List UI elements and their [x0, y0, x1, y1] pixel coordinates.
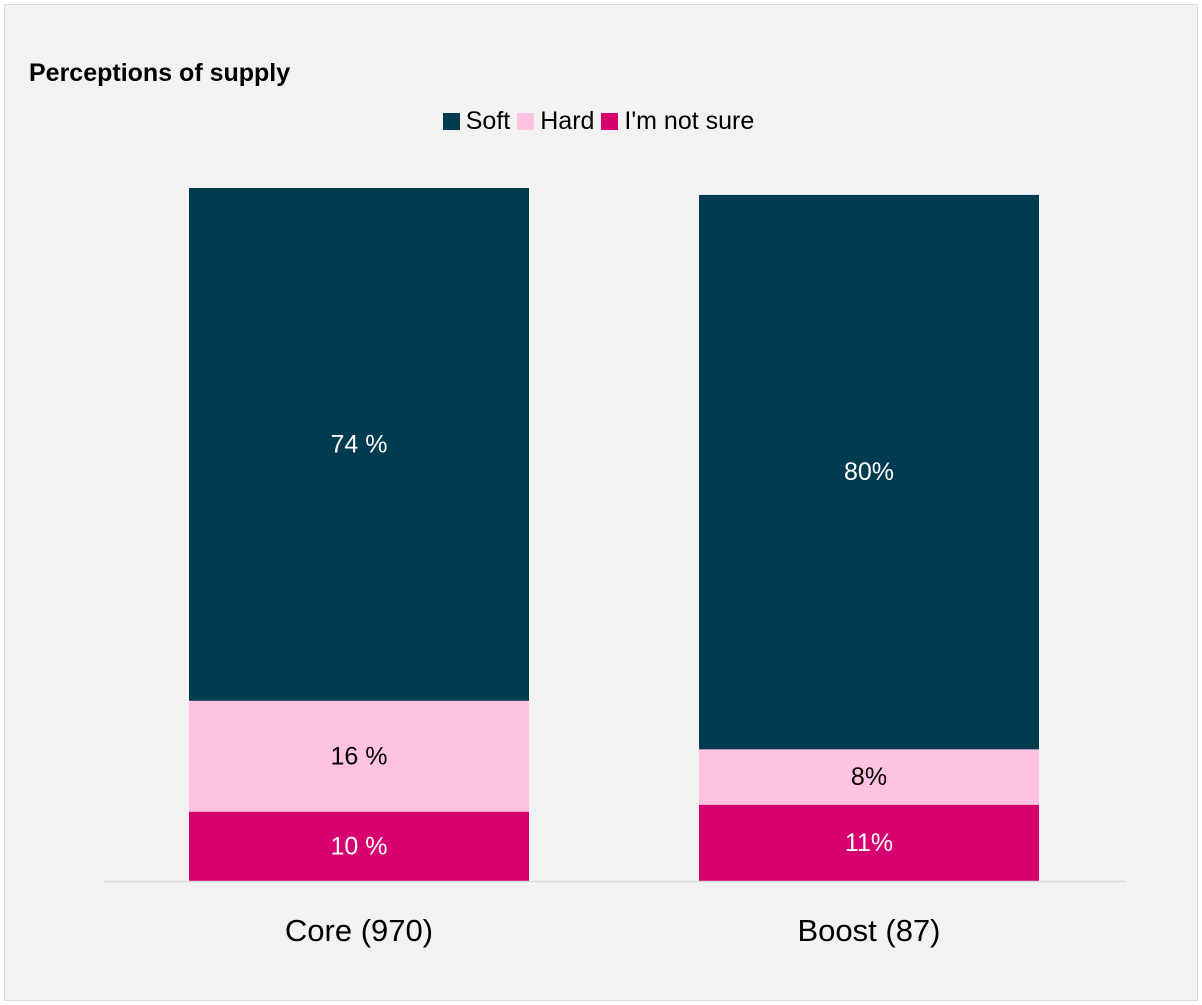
category-label: Core (970): [285, 913, 433, 948]
bar-segment: [699, 194, 1039, 750]
data-label: 10 %: [331, 832, 388, 860]
chart-title: Perceptions of supply: [29, 59, 291, 87]
legend-swatch: [517, 113, 535, 130]
legend-item-1: Hard: [517, 107, 594, 136]
bar-segment: [699, 804, 1039, 881]
legend-swatch: [601, 113, 619, 130]
legend-label: Soft: [465, 107, 511, 135]
legend-item-2: I'm not sure: [601, 107, 754, 136]
data-label: 16 %: [331, 742, 388, 770]
legend-label: I'm not sure: [624, 107, 755, 135]
legend-swatch: [442, 113, 460, 130]
category-label: Boost (87): [797, 913, 940, 948]
data-label: 11%: [845, 829, 893, 857]
data-label: 8%: [851, 763, 887, 791]
chart-legend: Soft Hard I'm not sure: [5, 107, 1199, 136]
data-label: 80%: [844, 458, 894, 486]
bar-segment: [189, 188, 529, 701]
bar-segment: [189, 811, 529, 881]
data-label: 74 %: [331, 430, 388, 458]
legend-label: Hard: [540, 107, 595, 135]
bar-segment: [189, 700, 529, 812]
bar-segment: [699, 749, 1039, 805]
legend-item-0: Soft: [442, 107, 511, 136]
